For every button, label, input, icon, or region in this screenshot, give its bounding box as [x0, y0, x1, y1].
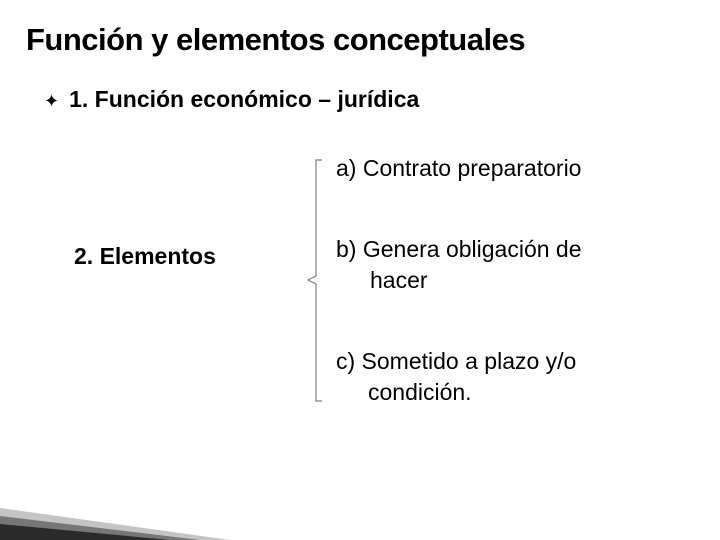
sub-item-a: a) Contrato preparatorio [336, 153, 582, 184]
item-2-text: 2. Elementos [74, 243, 254, 270]
bracket [304, 158, 324, 403]
sub-item-b: b) Genera obligación de hacer [336, 234, 582, 296]
item-1-row: ✦ 1. Función económico – jurídica [44, 86, 680, 113]
sub-item-b-line1: b) Genera obligación de [336, 234, 582, 265]
sub-item-c-line1: c) Sometido a plazo y/o [336, 346, 582, 377]
decorative-wedge [0, 480, 280, 540]
sub-item-b-line2: hacer [336, 265, 582, 296]
content-area: ✦ 1. Función económico – jurídica 2. Ele… [0, 58, 720, 270]
sub-items-list: a) Contrato preparatorio b) Genera oblig… [336, 153, 582, 408]
sub-item-c: c) Sometido a plazo y/o condición. [336, 346, 582, 408]
item-1-text: 1. Función económico – jurídica [69, 86, 419, 113]
elements-section: 2. Elementos a) Contrato preparatorio b)… [44, 153, 680, 270]
slide-title: Función y elementos conceptuales [0, 0, 720, 58]
bullet-icon: ✦ [44, 92, 59, 110]
sub-item-c-line2: condición. [336, 377, 582, 408]
